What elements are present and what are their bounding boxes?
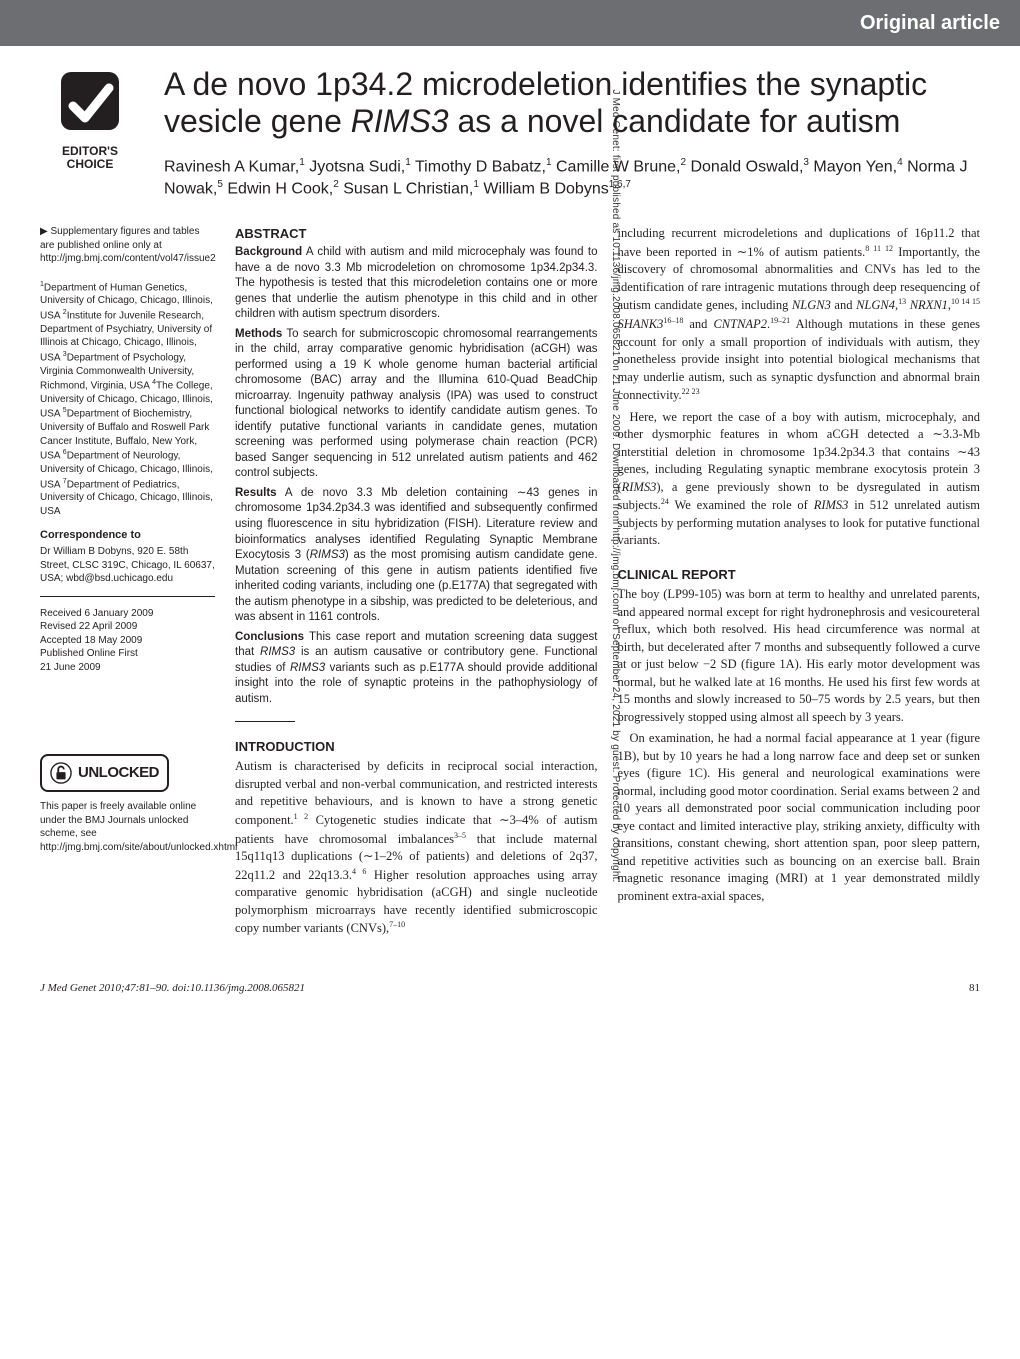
abstract-heading: ABSTRACT [235,225,598,243]
unlock-icon [50,762,72,784]
clinical-p1: The boy (LP99-105) was born at term to h… [618,586,981,726]
abstract-background: Background A child with autism and mild … [235,245,598,323]
badge-text-line2: CHOICE [40,158,140,171]
abstract-results: Results A de novo 3.3 Mb deletion contai… [235,486,598,626]
editors-choice-badge: EDITOR'S CHOICE [40,66,140,171]
page-number: 81 [969,982,980,994]
sidebar-divider [40,596,215,597]
right-column: including recurrent microdeletions and d… [618,225,981,942]
unlocked-badge: UNLOCKED [40,754,169,792]
category-bar: Original article [0,0,1020,46]
author-list: Ravinesh A Kumar,1 Jyotsna Sudi,1 Timoth… [164,156,980,201]
correspondence-heading: Correspondence to [40,528,215,543]
body-right-p2: Here, we report the case of a boy with a… [618,409,981,550]
abstract-conclusions: Conclusions This case report and mutatio… [235,630,598,708]
affiliations: 1Department of Human Genetics, Universit… [40,280,215,519]
watermark-text: J Med Genet: first published as 10.1136/… [610,89,621,882]
supplementary-note: ▶ Supplementary figures and tables are p… [40,225,215,266]
unlocked-description: This paper is freely available online un… [40,800,215,854]
abstract-methods: Methods To search for submicroscopic chr… [235,327,598,482]
body-right-p1: including recurrent microdeletions and d… [618,225,981,405]
unlocked-label: UNLOCKED [78,763,159,783]
category-label: Original article [860,12,1000,35]
left-sidebar: ▶ Supplementary figures and tables are p… [40,225,215,942]
article-title: A de novo 1p34.2 microdeletion identifie… [164,66,980,140]
left-column: ABSTRACT Background A child with autism … [235,225,598,942]
introduction-p1: Autism is characterised by deficits in r… [235,758,598,938]
introduction-heading: INTRODUCTION [235,738,598,756]
footer-citation: J Med Genet 2010;47:81–90. doi:10.1136/j… [40,982,305,994]
checkmark-badge-icon [55,66,125,136]
section-divider [235,721,295,722]
correspondence-text: Dr William B Dobyns, 920 E. 58th Street,… [40,545,215,586]
page-footer: J Med Genet 2010;47:81–90. doi:10.1136/j… [0,972,1020,1014]
clinical-p2: On examination, he had a normal facial a… [618,730,981,905]
clinical-heading: CLINICAL REPORT [618,566,981,584]
publication-dates: Received 6 January 2009 Revised 22 April… [40,607,215,675]
